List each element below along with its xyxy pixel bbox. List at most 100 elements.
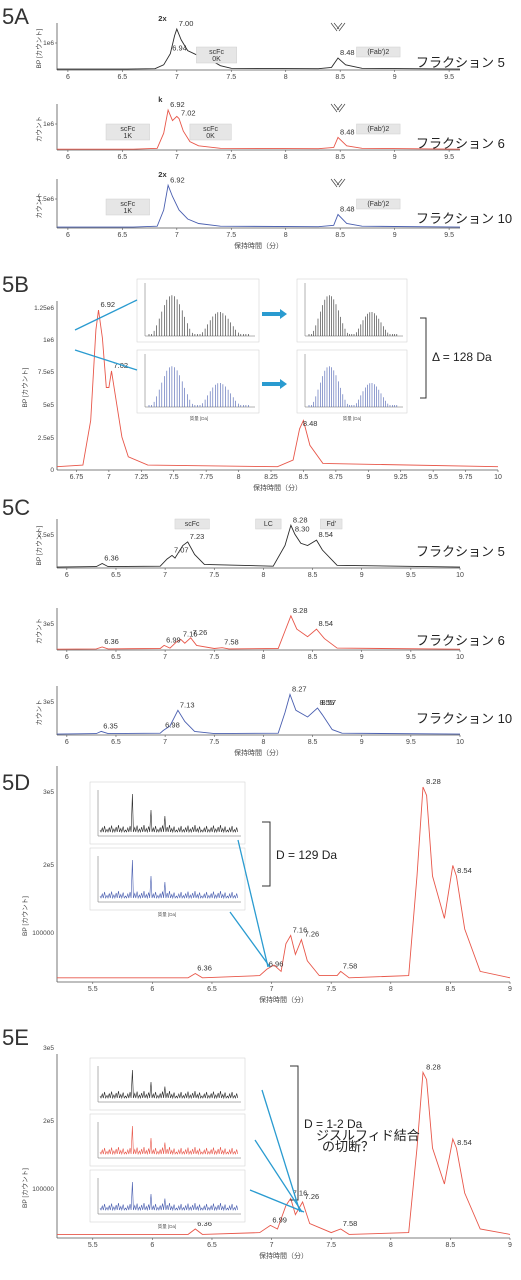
5a-sub2-x-tick-label: 8 <box>284 154 288 161</box>
5b-x-tick-label: 6.75 <box>70 474 84 481</box>
5b-x-tick-label: 7 <box>107 474 111 481</box>
5a-sub2-y-axis-label: カウント <box>35 116 43 142</box>
panel-label-5d: 5D <box>2 770 30 795</box>
5e-inset-frame <box>89 1113 246 1167</box>
5a-sub2-y-tick: 1e6 <box>43 121 54 128</box>
5b-y-tick-label: 1.25e6 <box>34 305 54 312</box>
5b-inset-decon-bottom-spectrum <box>308 366 398 407</box>
5b-inset-decon-top-spectrum <box>308 295 398 336</box>
5b-arrow-right-top <box>262 309 287 319</box>
5b-inset-raw-bottom-spectrum <box>148 366 249 407</box>
5c-sub2-peak-label: 7.58 <box>224 638 239 647</box>
5a-sub2-x-tick-label: 6.5 <box>117 154 127 161</box>
5b-x-tick-label: 9 <box>366 474 370 481</box>
5b-inset-raw-top-spectrum <box>148 295 249 336</box>
5c-sub3-peak-label: 6.35 <box>103 721 118 730</box>
5a-sub2-annotation: k <box>158 95 163 104</box>
5c-sub2-peak-label: 7.26 <box>193 628 208 637</box>
5c-sub1-x-tick-label: 7.5 <box>209 572 219 579</box>
5a-sub2-antibody-glyph <box>330 103 346 113</box>
5e-x-tick-label: 7 <box>270 1242 274 1249</box>
5c-sub2-peak-label: 8.54 <box>318 619 333 628</box>
5a-sub2-peak-label: 6.92 <box>170 100 185 109</box>
5b-arrow-bottom <box>74 349 138 371</box>
5d-inset-spectrum <box>99 793 238 834</box>
5d-inset-frame <box>89 781 246 845</box>
5b-y-tick-label: 7.5e5 <box>38 369 55 376</box>
5d-y-tick-label: 3e5 <box>43 789 54 796</box>
5c-sub1-region-box <box>174 518 210 530</box>
5c-sub2-fraction-label: フラクション 6 <box>416 633 505 648</box>
5d-x-tick-label: 5.5 <box>88 986 98 993</box>
5b-x-tick-label: 9.5 <box>428 474 438 481</box>
5a-sub3-x-tick-label: 6 <box>66 232 70 239</box>
5a-sub2-region-box <box>105 123 150 141</box>
5c-sub2-series-line <box>56 614 461 650</box>
5e-bracket <box>290 1065 299 1201</box>
5c-sub2-x-tick-label: 10 <box>456 654 464 661</box>
5b-bracket <box>420 317 427 399</box>
5c-sub2-peak-label: 7.16 <box>183 629 198 638</box>
5c-sub1-region-box <box>255 518 282 530</box>
5e-arrow-2 <box>254 1139 303 1213</box>
5c-sub3-x-tick-label: 7 <box>163 739 167 746</box>
5c-sub1-peak-label: 8.28 <box>293 515 308 524</box>
5c-sub3-x-tick-label: 10 <box>456 739 464 746</box>
5a-sub1-annotation: 2x <box>158 14 167 23</box>
5d-bracket <box>262 821 271 887</box>
5a-sub2-x-tick-label: 6 <box>66 154 70 161</box>
5e-arrow-1 <box>261 1089 301 1213</box>
panel-label-5c: 5C <box>2 495 30 520</box>
5d-y-tick-label: 100000 <box>32 930 54 937</box>
5e-inset-x-label: 質量 [Da] <box>158 1223 177 1230</box>
5c-sub2-x-tick-label: 8 <box>261 654 265 661</box>
5a-sub3-y-tick: 1.5e6 <box>38 196 55 203</box>
5a-sub3-y-axis-label: カウント <box>35 193 43 219</box>
5d-delta-label: D = 129 Da <box>276 848 337 862</box>
5a-sub2-region-label: 0K <box>206 133 215 140</box>
5a-sub1-region-box <box>196 46 237 64</box>
5b-arrow-right-bottom <box>262 379 287 389</box>
5b-x-axis-label: 保持時間（分） <box>253 483 302 492</box>
5b-inset-decon-bottom-frame <box>296 349 408 414</box>
5c-sub3-fraction-label: フラクション 10 <box>416 711 512 726</box>
5d-arrow-top <box>237 839 269 968</box>
5e-y-tick-label: 2e5 <box>43 1118 54 1125</box>
5a-sub2-peak-label: 8.48 <box>340 127 355 136</box>
5e-y-tick-label: 3e5 <box>43 1045 54 1052</box>
5c-sub3-series-line <box>56 693 461 735</box>
5c-sub2-x-tick-label: 8.5 <box>308 654 318 661</box>
5c-sub1-peak-label: 8.30 <box>295 524 310 533</box>
5a-sub1-peak-label: 6.94 <box>172 44 187 53</box>
5a-sub2-region-label: scFc <box>120 126 135 133</box>
5d-inset-x-label: 質量 [Da] <box>158 911 177 918</box>
5a-sub3-annotation: 2x <box>158 170 167 179</box>
5b-x-tick-label: 10 <box>494 474 502 481</box>
5a-sub2-region-label: scFc <box>203 126 218 133</box>
5e-inset-spectrum <box>99 1125 238 1156</box>
5e-x-axis-label: 保持時間（分） <box>259 1251 308 1260</box>
5c-sub3-x-tick-label: 6 <box>65 739 69 746</box>
5c-sub3-y-tick: 3e5 <box>43 699 54 706</box>
5a-sub3-x-tick-label: 7 <box>175 232 179 239</box>
5e-peak-label: 7.26 <box>305 1192 320 1201</box>
5b-y-tick-label: 0 <box>50 467 54 474</box>
5a-sub1-x-tick-label: 9 <box>393 74 397 81</box>
5a-sub3-x-tick-label: 8 <box>284 232 288 239</box>
5c-sub1-peak-label: 7.23 <box>190 532 205 541</box>
5d-peak-label: 7.16 <box>293 925 308 934</box>
5c-sub2-y-tick: 3e5 <box>43 621 54 628</box>
5e-delta-subtitle-1: ジスルフィド結合 <box>316 1128 420 1143</box>
5c-sub1-y-axis-label: BP [カウント] <box>35 525 43 565</box>
panel-label-5a: 5A <box>2 4 29 29</box>
5c-sub3-peak-label: 8.55 <box>319 698 334 707</box>
5b-x-tick-label: 7.25 <box>134 474 148 481</box>
5d-peak-label: 7.58 <box>343 961 358 970</box>
5a-sub1-x-tick-label: 7 <box>175 74 179 81</box>
5b-inset-decon-top-frame <box>296 278 408 343</box>
5e-inset-spectrum <box>99 1181 238 1212</box>
5e-x-tick-label: 6 <box>150 1242 154 1249</box>
5d-x-tick-label: 8.5 <box>446 986 456 993</box>
5e-peak-label: 7.58 <box>343 1219 358 1228</box>
